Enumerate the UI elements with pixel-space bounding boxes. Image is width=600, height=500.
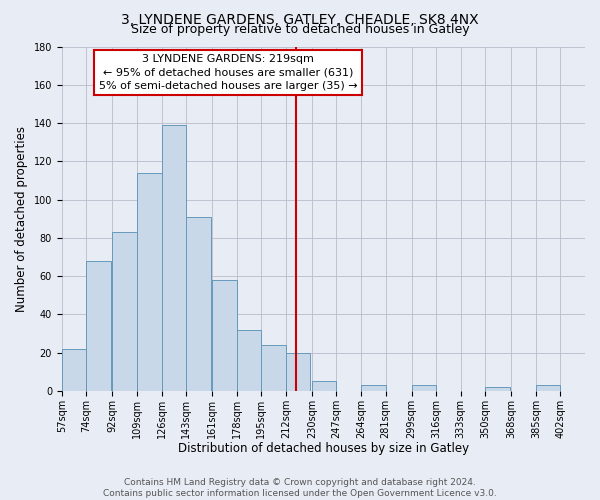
Text: 3, LYNDENE GARDENS, GATLEY, CHEADLE, SK8 4NX: 3, LYNDENE GARDENS, GATLEY, CHEADLE, SK8… [121,12,479,26]
X-axis label: Distribution of detached houses by size in Gatley: Distribution of detached houses by size … [178,442,469,455]
Text: Size of property relative to detached houses in Gatley: Size of property relative to detached ho… [131,22,469,36]
Bar [261,345,286,391]
Bar [236,330,261,391]
Bar [312,382,337,391]
Bar [86,260,111,391]
Bar [112,232,137,391]
Bar [485,387,510,391]
Bar [137,173,161,391]
Bar [536,385,560,391]
Bar [412,385,436,391]
Bar [286,352,310,391]
Bar [62,348,86,391]
Bar [361,385,386,391]
Bar [186,216,211,391]
Bar [161,125,186,391]
Bar [212,280,236,391]
Text: 3 LYNDENE GARDENS: 219sqm
← 95% of detached houses are smaller (631)
5% of semi-: 3 LYNDENE GARDENS: 219sqm ← 95% of detac… [98,54,358,90]
Y-axis label: Number of detached properties: Number of detached properties [15,126,28,312]
Text: Contains HM Land Registry data © Crown copyright and database right 2024.
Contai: Contains HM Land Registry data © Crown c… [103,478,497,498]
